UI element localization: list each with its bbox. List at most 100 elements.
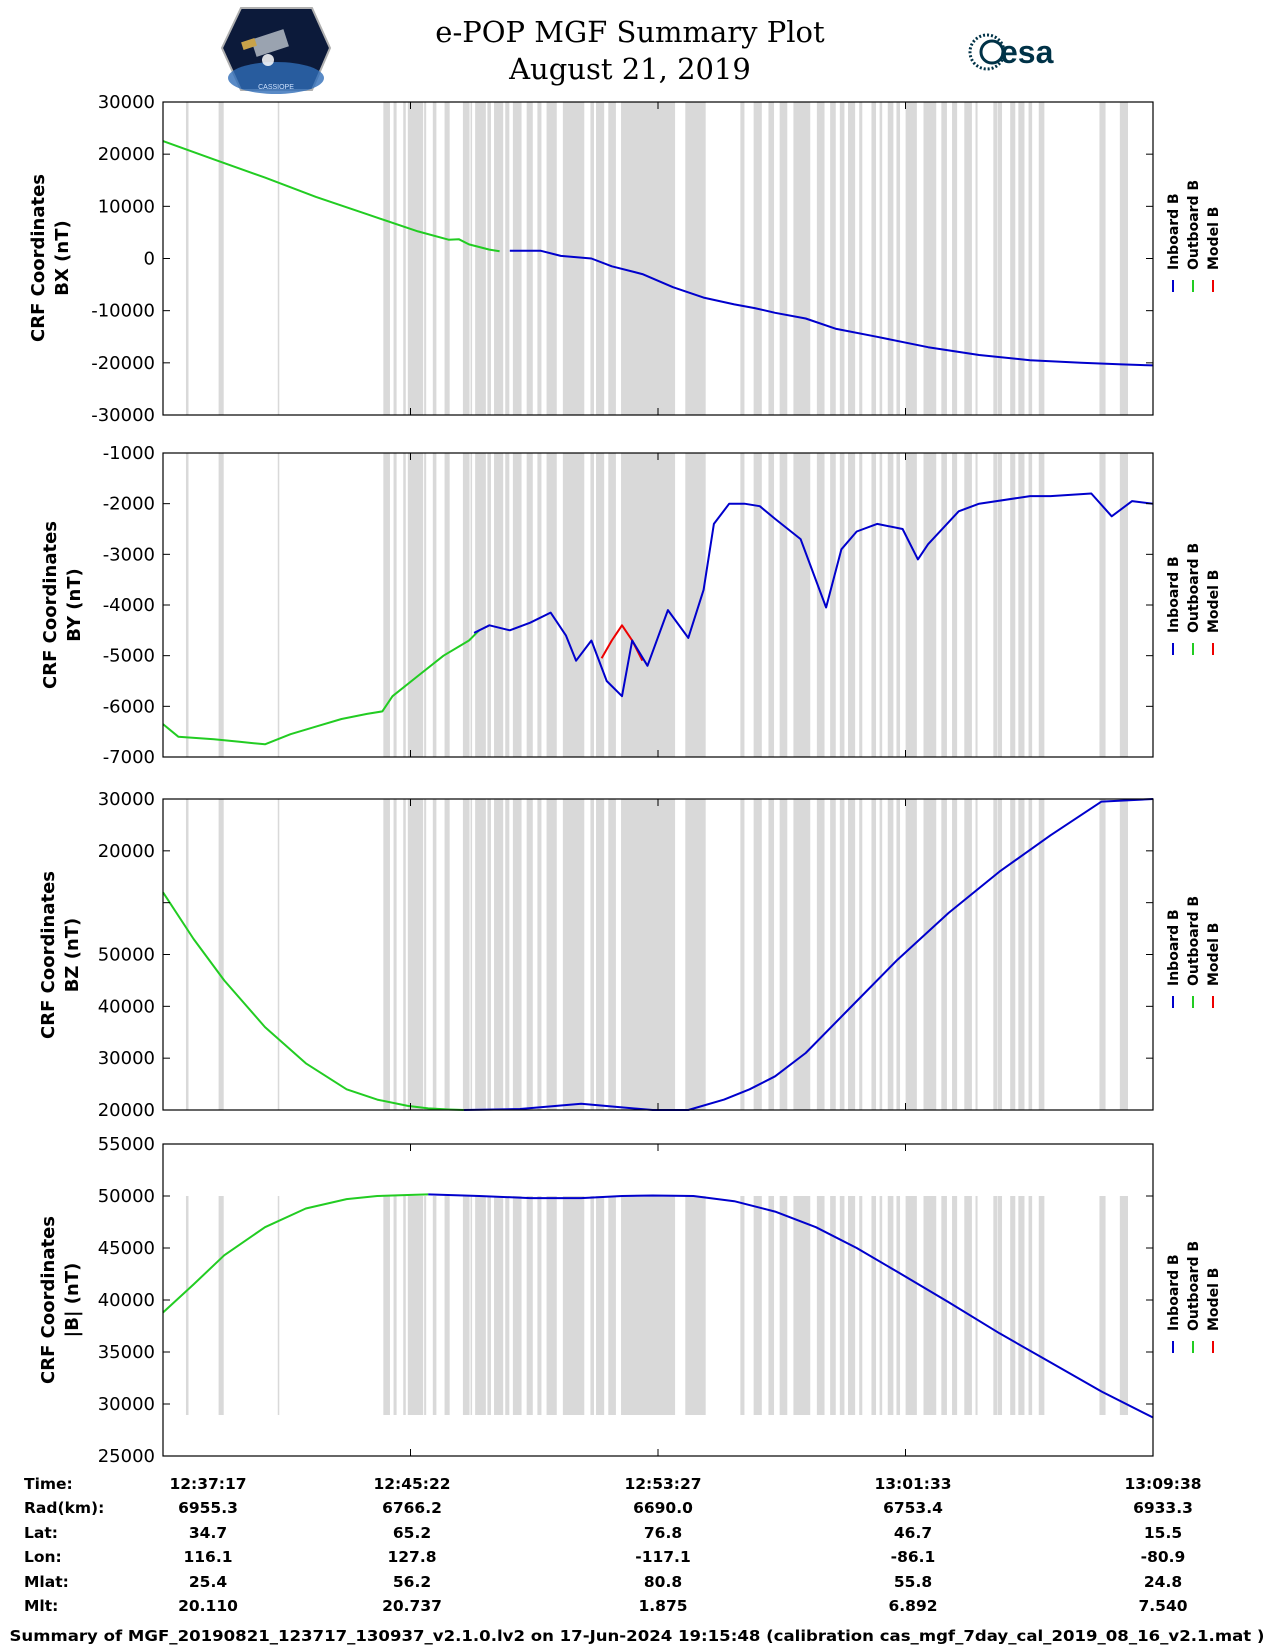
panel-bz-gap-band <box>768 799 775 1110</box>
panel-bz-ytick-label: 50000 <box>98 945 155 966</box>
panel-bz-gap-band <box>964 799 972 1110</box>
panel-bmag-gap-band <box>887 1196 894 1415</box>
panel-bmag-gap-band <box>941 1196 947 1415</box>
panel-bmag-gap-band <box>277 1196 280 1415</box>
panel-bx-gap-band <box>964 102 972 415</box>
panel-by-gap-bands <box>185 453 1129 757</box>
panel-bx-gap-band <box>487 102 491 415</box>
panel-bmag-ytick-label: 35000 <box>98 1342 155 1363</box>
panel-bx-gap-band <box>512 102 522 415</box>
panel-bx-gap-band <box>403 102 406 415</box>
panel-bx-gap-band <box>526 102 533 415</box>
panel-bz-gap-band <box>407 799 424 1110</box>
panel-bx-series-outboard-b <box>162 140 500 253</box>
ephemeris-row-label: Mlat: <box>24 1573 69 1591</box>
panel-by-gap-band <box>993 453 998 757</box>
panel-bz-gap-band <box>1099 799 1106 1110</box>
panel-bx-gap-bands <box>185 102 1129 415</box>
panel-bz-gap-band <box>383 799 390 1110</box>
panel-bx-ylabel-line1: CRF Coordinates <box>28 174 49 342</box>
panel-bx-gap-band <box>905 102 917 415</box>
panel-bmag-gap-band <box>779 1196 788 1415</box>
ephemeris-row-label: Lat: <box>24 1524 58 1542</box>
ephemeris-cell: 6753.4 <box>883 1499 943 1517</box>
panel-bz-ytick-label: 20000 <box>98 1100 155 1121</box>
panel-bmag-x-ticks <box>162 1144 1154 1456</box>
panel-by-gap-band <box>740 453 745 757</box>
panel-by-gap-band <box>596 453 605 757</box>
panel-bmag-gap-band <box>847 1196 856 1415</box>
panel-by-ytick-label: -3000 <box>103 544 155 565</box>
panel-by-gap-band <box>793 453 811 757</box>
panel-bx-gap-band <box>952 102 958 415</box>
panel-by-gap-band <box>526 453 533 757</box>
panel-bz-ylabel-line2: BZ (nT) <box>62 918 83 993</box>
panel-by-gap-band <box>608 453 616 757</box>
panel-bz-gap-bands <box>185 799 1129 1110</box>
panel-bx-gap-band <box>839 102 845 415</box>
panel-bz-ytick-label: 30000 <box>98 1048 155 1069</box>
panel-bmag-ytick-label: 40000 <box>98 1290 155 1311</box>
panel-by-gap-band <box>905 453 917 757</box>
panel-by-gap-band <box>1028 453 1033 757</box>
ephemeris-row-label: Rad(km): <box>24 1499 104 1517</box>
panel-by-legend-label: Inboard B <box>1166 556 1182 633</box>
panel-bmag-gap-band <box>964 1196 972 1415</box>
panel-bz-gap-band <box>793 799 811 1110</box>
panel-bx-ytick-label: 10000 <box>98 196 155 217</box>
panel-bx-ytick-label: 20000 <box>98 144 155 165</box>
panel-by-gap-band <box>975 453 978 757</box>
panel-bz: 30000 20000 50000 40000 30000 20000 CRF Coord… <box>38 789 1222 1121</box>
panel-by-gap-band <box>393 453 397 757</box>
panel-bmag-y-ticks: 55000 50000 45000 40000 35000 30000 25000 <box>98 1134 1153 1467</box>
panel-by-legend: Inboard B Outboard B Model B <box>1166 543 1222 655</box>
panel-bz-gap-band <box>494 799 504 1110</box>
panel-bz-y-ticks: 30000 20000 50000 40000 30000 20000 <box>98 789 1153 1121</box>
panel-bz-series-outboard-b <box>162 891 464 1111</box>
panel-bz-gap-band <box>277 799 280 1110</box>
panel-bx-ytick-label: 30000 <box>98 92 155 113</box>
panel-bz-legend-label: Model B <box>1206 923 1222 986</box>
panel-by-ytick-label: -7000 <box>103 747 155 768</box>
panel-by-gap-band <box>1038 453 1045 757</box>
panel-bx-gap-band <box>383 102 390 415</box>
panel-bmag-gap-band <box>859 1196 863 1415</box>
panel-bmag-gap-band <box>590 1196 594 1415</box>
ephemeris-cell: 6933.3 <box>1133 1499 1193 1517</box>
panel-by-gap-band <box>779 453 788 757</box>
panel-bz-gap-band <box>185 799 189 1110</box>
panel-bx-ytick-label: -20000 <box>91 353 155 374</box>
panel-bmag-gap-band <box>997 1196 1003 1415</box>
cassiope-logo: CASSIOPE <box>220 7 332 94</box>
panel-bz-gap-band <box>621 799 676 1110</box>
ephemeris-row-label: Time: <box>24 1475 73 1493</box>
panel-bx-y-ticks: 30000 20000 10000 0 -10000 -20000 -30000 <box>91 92 1153 426</box>
panel-bmag-gap-band <box>753 1196 762 1415</box>
panel-bx-gap-band <box>975 102 978 415</box>
ephemeris-cell: 24.8 <box>1144 1573 1182 1591</box>
panel-bx-gap-band <box>779 102 788 415</box>
header: CASSIOPE e-POP MGF Summary Plot August 2… <box>220 7 1054 94</box>
panel-bmag-gap-band <box>993 1196 998 1415</box>
ephemeris-cell: 6690.0 <box>633 1499 693 1517</box>
panel-bx-ytick-label: -30000 <box>91 405 155 426</box>
panel-bz-legend: Inboard B Outboard B Model B <box>1166 896 1222 1008</box>
panel-bx-gap-band <box>494 102 504 415</box>
panel-bmag-gap-band <box>793 1196 811 1415</box>
title-line-1: e-POP MGF Summary Plot <box>435 15 825 49</box>
panel-bx-gap-band <box>277 102 280 415</box>
ephemeris-cell: 55.8 <box>894 1573 932 1591</box>
panel-bz-legend-label: Inboard B <box>1166 909 1182 986</box>
panel-bx-gap-band <box>847 102 856 415</box>
panel-bmag-gap-band <box>975 1196 978 1415</box>
panel-bz-gap-band <box>218 799 224 1110</box>
panel-bmag-gap-band <box>1018 1196 1025 1415</box>
panel-bx-series-inboard-b <box>509 249 1154 367</box>
panel-by-gap-band <box>218 453 224 757</box>
panel-bz-gap-band <box>462 799 470 1110</box>
panel-bx-gap-band <box>887 102 894 415</box>
ephemeris-cell: 34.7 <box>189 1524 227 1542</box>
panel-bx-gap-band <box>596 102 605 415</box>
panel-by-x-ticks <box>162 453 1154 757</box>
ephemeris-cell: 56.2 <box>393 1573 431 1591</box>
